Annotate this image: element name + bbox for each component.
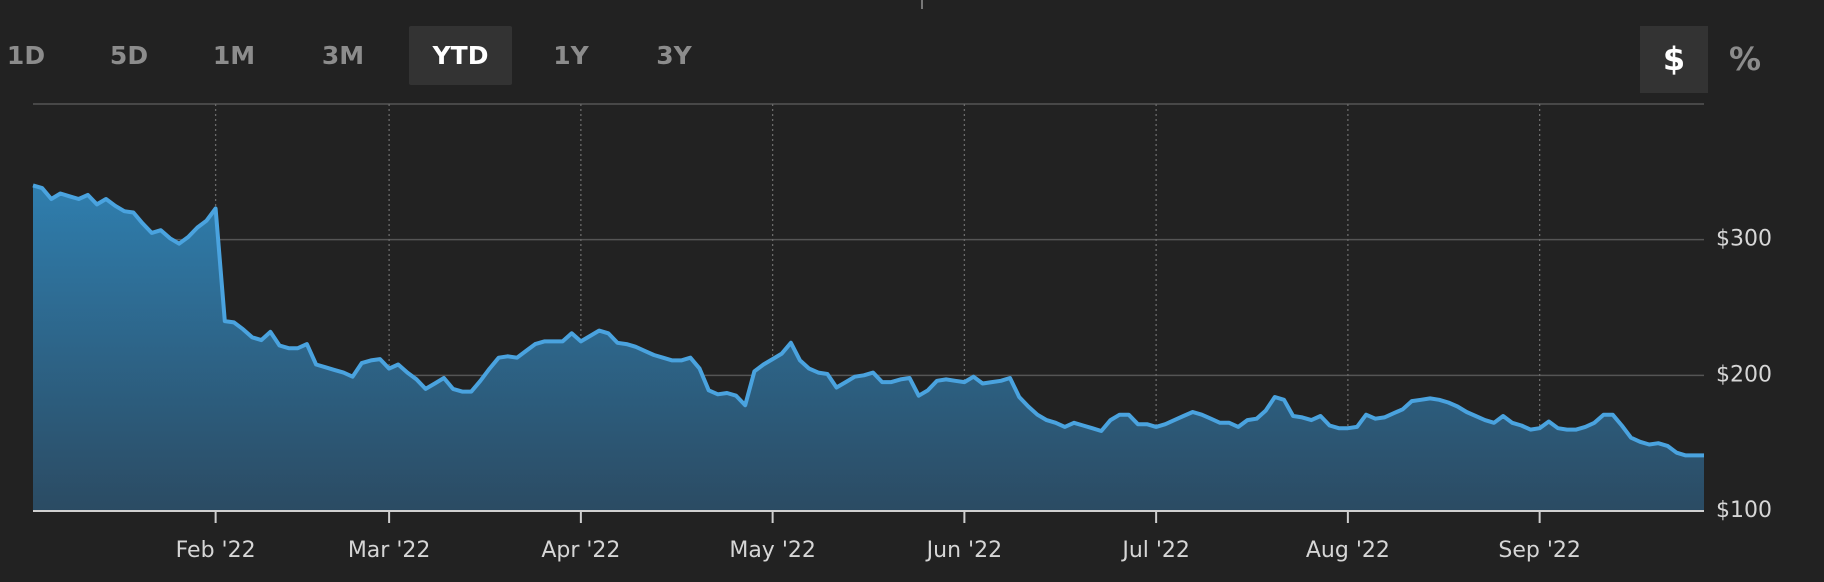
- x-tick-label: Mar '22: [348, 538, 431, 563]
- range-button[interactable]: 1D: [6, 41, 46, 70]
- x-tick-label: Jul '22: [1120, 538, 1190, 563]
- x-tick-label: May '22: [729, 538, 816, 563]
- range-button[interactable]: 1Y: [553, 41, 589, 70]
- x-tick-label: Apr '22: [541, 538, 620, 563]
- area-fill: [33, 185, 1704, 511]
- x-tick-label: Jun '22: [925, 538, 1002, 563]
- x-tick-label: Sep '22: [1498, 538, 1581, 563]
- x-tick-label: Aug '22: [1306, 538, 1390, 563]
- price-line: [32, 183, 1704, 458]
- x-tick-label: Feb '22: [176, 538, 256, 563]
- range-button[interactable]: 5D: [109, 41, 149, 70]
- range-button-active[interactable]: YTD: [409, 26, 512, 85]
- y-tick-label: $100: [1716, 498, 1772, 523]
- unit-button-active[interactable]: $: [1640, 26, 1708, 93]
- y-tick-label: $300: [1716, 227, 1772, 252]
- y-tick-label: $200: [1716, 362, 1772, 387]
- range-button[interactable]: 3Y: [656, 41, 692, 70]
- unit-button[interactable]: %: [1728, 40, 1762, 78]
- range-button[interactable]: 3M: [321, 41, 365, 70]
- range-button[interactable]: 1M: [212, 41, 256, 70]
